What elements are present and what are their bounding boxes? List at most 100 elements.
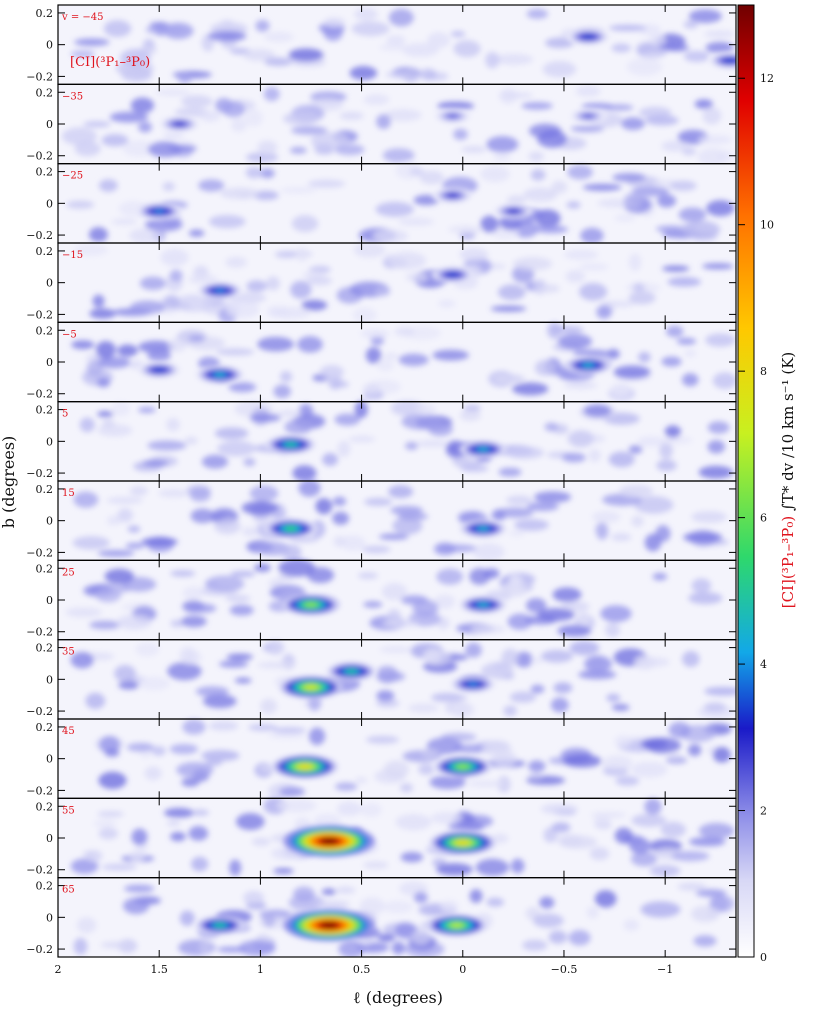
emission-patch bbox=[357, 572, 378, 580]
emission-patch bbox=[652, 572, 668, 581]
emission-patch bbox=[570, 125, 605, 133]
emission-patch bbox=[509, 574, 522, 586]
emission-patch bbox=[472, 543, 505, 561]
emission-patch bbox=[214, 518, 241, 535]
emission-patch bbox=[138, 340, 175, 354]
emission-patch bbox=[182, 586, 205, 600]
emission-patch bbox=[453, 128, 468, 141]
emission-patch bbox=[398, 353, 429, 366]
emission-patch bbox=[313, 813, 342, 829]
emission-patch bbox=[199, 941, 212, 955]
emission-patch bbox=[578, 263, 609, 271]
emission-patch bbox=[384, 108, 422, 122]
emission-patch bbox=[581, 102, 614, 111]
emission-patch bbox=[92, 294, 105, 308]
emission-patch bbox=[98, 179, 118, 192]
colorbar-title-rest: ∫T* dv /10 km s⁻¹ (K) bbox=[779, 352, 797, 516]
emission-patch bbox=[493, 152, 511, 162]
b-tick-label: 0 bbox=[46, 515, 53, 528]
emission-patch bbox=[216, 348, 255, 356]
emission-patch bbox=[693, 935, 717, 947]
emission-patch bbox=[526, 193, 547, 202]
emission-patch bbox=[289, 146, 307, 154]
emission-patch bbox=[219, 187, 260, 200]
b-tick-label: 0 bbox=[46, 753, 53, 766]
emission-patch bbox=[266, 276, 280, 291]
b-tick-label: −0.2 bbox=[26, 388, 53, 401]
emission-patch bbox=[528, 760, 546, 773]
emission-patch bbox=[339, 111, 364, 120]
emission-patch bbox=[394, 326, 415, 337]
emission-patch bbox=[76, 917, 97, 934]
emission-patch bbox=[668, 721, 691, 738]
emission-contour bbox=[346, 669, 357, 674]
emission-patch bbox=[352, 307, 377, 323]
emission-patch bbox=[419, 170, 445, 185]
emission-patch bbox=[276, 798, 317, 813]
emission-patch bbox=[614, 214, 636, 222]
emission-patch bbox=[429, 775, 466, 790]
emission-patch bbox=[332, 511, 350, 525]
emission-patch bbox=[71, 340, 95, 350]
emission-patch bbox=[634, 496, 674, 514]
emission-patch bbox=[170, 831, 186, 842]
b-tick-label: 0 bbox=[46, 197, 53, 210]
emission-patch bbox=[469, 889, 483, 904]
emission-patch bbox=[659, 442, 673, 459]
emission-patch bbox=[691, 511, 727, 523]
emission-patch bbox=[534, 225, 569, 234]
emission-patch bbox=[533, 491, 572, 503]
emission-patch bbox=[702, 107, 722, 125]
emission-patch bbox=[147, 141, 183, 158]
emission-patch bbox=[280, 186, 317, 194]
diffuse-emission bbox=[71, 322, 736, 401]
l-tick-label: −0.5 bbox=[551, 963, 578, 976]
emission-patch bbox=[605, 622, 621, 638]
emission-patch bbox=[189, 488, 211, 502]
emission-patch bbox=[497, 284, 526, 301]
emission-patch bbox=[415, 403, 437, 416]
emission-contour bbox=[175, 122, 184, 126]
emission-patch bbox=[182, 719, 206, 735]
emission-patch bbox=[483, 568, 500, 579]
emission-patch bbox=[278, 786, 306, 797]
b-tick-label: −0.2 bbox=[26, 546, 53, 559]
emission-patch bbox=[560, 835, 598, 849]
emission-patch bbox=[405, 272, 429, 282]
l-tick-label: 0 bbox=[459, 963, 466, 976]
emission-patch bbox=[638, 351, 651, 363]
emission-patch bbox=[611, 703, 630, 711]
emission-patch bbox=[238, 940, 276, 957]
emission-patch bbox=[83, 121, 111, 128]
emission-contour bbox=[319, 837, 339, 845]
diffuse-emission bbox=[61, 85, 735, 166]
emission-patch bbox=[423, 648, 442, 664]
emission-patch bbox=[73, 491, 99, 508]
emission-patch bbox=[332, 496, 347, 507]
emission-patch bbox=[388, 251, 427, 270]
emission-patch bbox=[293, 886, 315, 902]
l-axis-ticks: 2 1.5 1 0.5 0 −0.5 −1 bbox=[55, 963, 674, 976]
emission-patch bbox=[253, 190, 279, 201]
emission-patch bbox=[322, 453, 339, 467]
velocity-label: v = −45 bbox=[61, 12, 104, 23]
emission-patch bbox=[510, 858, 525, 874]
emission-patch bbox=[421, 748, 439, 761]
emission-patch bbox=[493, 374, 526, 384]
emission-patch bbox=[218, 660, 249, 668]
emission-patch bbox=[567, 429, 594, 448]
emission-patch bbox=[538, 284, 560, 293]
diffuse-emission bbox=[70, 7, 736, 84]
b-tick-label: −0.2 bbox=[26, 229, 53, 242]
emission-patch bbox=[661, 356, 682, 367]
emission-patch bbox=[584, 655, 613, 673]
colorbar bbox=[737, 4, 755, 958]
emission-patch bbox=[433, 542, 456, 556]
emission-patch bbox=[179, 910, 195, 926]
emission-patch bbox=[601, 300, 636, 308]
b-tick-label: 0.2 bbox=[36, 166, 54, 179]
emission-patch bbox=[619, 484, 654, 498]
emission-patch bbox=[381, 583, 408, 601]
emission-patch bbox=[306, 567, 335, 584]
emission-patch bbox=[706, 200, 735, 217]
